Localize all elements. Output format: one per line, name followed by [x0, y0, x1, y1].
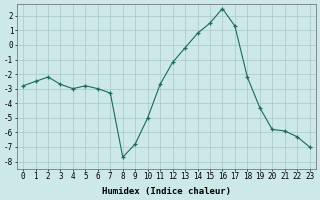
X-axis label: Humidex (Indice chaleur): Humidex (Indice chaleur) [102, 187, 231, 196]
